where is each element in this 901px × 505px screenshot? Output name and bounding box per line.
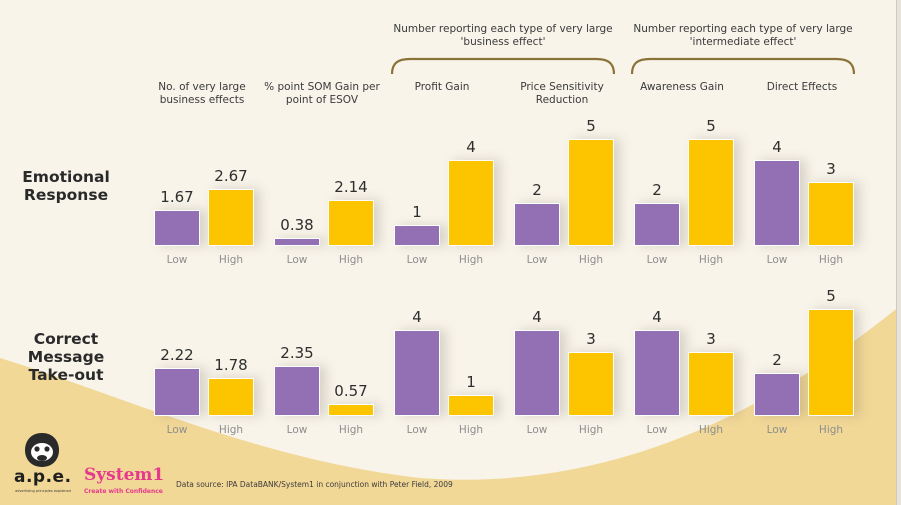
value-label: 4: [772, 138, 782, 157]
bar-high-row1-metric5: [688, 139, 734, 246]
col-title-som-gain: % point SOM Gain per point of ESOV: [264, 81, 380, 106]
wave-shape: [0, 305, 901, 505]
category-label-low: Low: [526, 254, 548, 266]
value-label: 2: [772, 351, 782, 370]
category-label-high: High: [338, 424, 364, 436]
value-label: 0.57: [334, 381, 368, 400]
bar-low-row2-metric5: [634, 330, 680, 416]
value-label: 2: [652, 181, 662, 200]
value-label: 1.67: [160, 188, 194, 207]
bar-high-row1-metric3: [448, 160, 494, 246]
col-title-price-sensitivity: Price Sensitivity Reduction: [520, 81, 604, 106]
ape-gorilla-icon: [25, 433, 59, 467]
bar-low-row2-metric1: [154, 368, 200, 416]
bar-high-row1-metric6: [808, 181, 854, 246]
value-label: 5: [826, 287, 836, 305]
category-label-low: Low: [766, 254, 788, 266]
bar-high-row2-metric3: [448, 394, 494, 416]
category-label-high: High: [458, 254, 484, 266]
bar-high-row2-metric4: [568, 351, 614, 416]
value-label: 5: [586, 117, 596, 135]
bar-low-row1-metric5: [634, 203, 680, 246]
category-label-low: Low: [166, 254, 188, 266]
data-source-note: Data source: IPA DataBANK/System1 in con…: [176, 480, 453, 489]
bracket-business: [390, 57, 616, 75]
col-title-direct-effects: Direct Effects: [766, 81, 838, 93]
value-label: 4: [652, 308, 662, 327]
bar-low-row2-metric6: [754, 373, 800, 416]
value-label: 2.14: [334, 178, 368, 197]
category-label-low: Low: [166, 424, 188, 436]
category-label-high: High: [338, 254, 364, 266]
category-label-low: Low: [286, 254, 308, 266]
category-label-high: High: [458, 424, 484, 436]
category-label-high: High: [698, 254, 724, 266]
value-label: 2.35: [280, 343, 314, 362]
group-title-intermediate: Number reporting each type of very large…: [633, 23, 853, 48]
category-label-low: Low: [646, 254, 668, 266]
value-label: 3: [586, 329, 596, 348]
category-label-high: High: [818, 254, 844, 266]
category-label-low: Low: [286, 424, 308, 436]
row-label-emotional-response: Emotional Response: [22, 168, 110, 204]
bar-high-row1-metric1: [208, 188, 254, 246]
value-label: 1: [466, 372, 476, 391]
category-label-high: High: [218, 254, 244, 266]
col-title-profit-gain: Profit Gain: [414, 81, 470, 93]
value-label: 0.38: [280, 215, 314, 234]
category-label-low: Low: [406, 424, 428, 436]
bar-low-row2-metric2: [274, 365, 320, 416]
bar-low-row1-metric6: [754, 160, 800, 246]
bar-low-row1-metric1: [154, 210, 200, 246]
value-label: 2: [532, 181, 542, 200]
value-label: 4: [532, 308, 542, 327]
value-label: 1: [412, 202, 422, 221]
col-title-awareness-gain: Awareness Gain: [640, 81, 724, 93]
value-label: 2.67: [214, 166, 248, 185]
bar-high-row1-metric2: [328, 200, 374, 246]
category-label-high: High: [818, 424, 844, 436]
bar-low-row1-metric2: [274, 237, 320, 246]
category-label-high: High: [578, 424, 604, 436]
value-label: 2.22: [160, 346, 194, 365]
bar-high-row2-metric1: [208, 377, 254, 416]
category-label-low: Low: [766, 424, 788, 436]
category-label-high: High: [218, 424, 244, 436]
category-label-high: High: [698, 424, 724, 436]
bar-low-row2-metric3: [394, 330, 440, 416]
bracket-intermediate: [630, 57, 856, 75]
col-title-business-effects: No. of very large business effects: [158, 81, 246, 106]
bar-high-row2-metric5: [688, 351, 734, 416]
bar-low-row1-metric3: [394, 224, 440, 246]
right-edge-border: [896, 0, 901, 505]
category-label-high: High: [578, 254, 604, 266]
value-label: 4: [412, 308, 422, 327]
system1-tagline: Create with Confidence: [84, 488, 163, 495]
value-label: 3: [826, 159, 836, 178]
bar-low-row2-metric4: [514, 330, 560, 416]
category-label-low: Low: [526, 424, 548, 436]
category-label-low: Low: [406, 254, 428, 266]
value-label: 3: [706, 329, 716, 348]
category-label-low: Low: [646, 424, 668, 436]
value-label: 4: [466, 138, 476, 157]
bar-high-row2-metric2: [328, 403, 374, 416]
value-label: 5: [706, 117, 716, 135]
row-label-correct-message: Correct Message Take-out: [27, 330, 105, 384]
bar-high-row1-metric4: [568, 139, 614, 246]
bar-low-row1-metric4: [514, 203, 560, 246]
bar-high-row2-metric6: [808, 309, 854, 416]
group-title-business: Number reporting each type of very large…: [393, 23, 613, 48]
ape-logo-text: a.p.e.: [14, 467, 72, 487]
system1-logo-text: System1: [84, 465, 165, 485]
value-label: 1.78: [214, 355, 248, 374]
ape-tagline: advertising principles explained: [15, 489, 71, 493]
